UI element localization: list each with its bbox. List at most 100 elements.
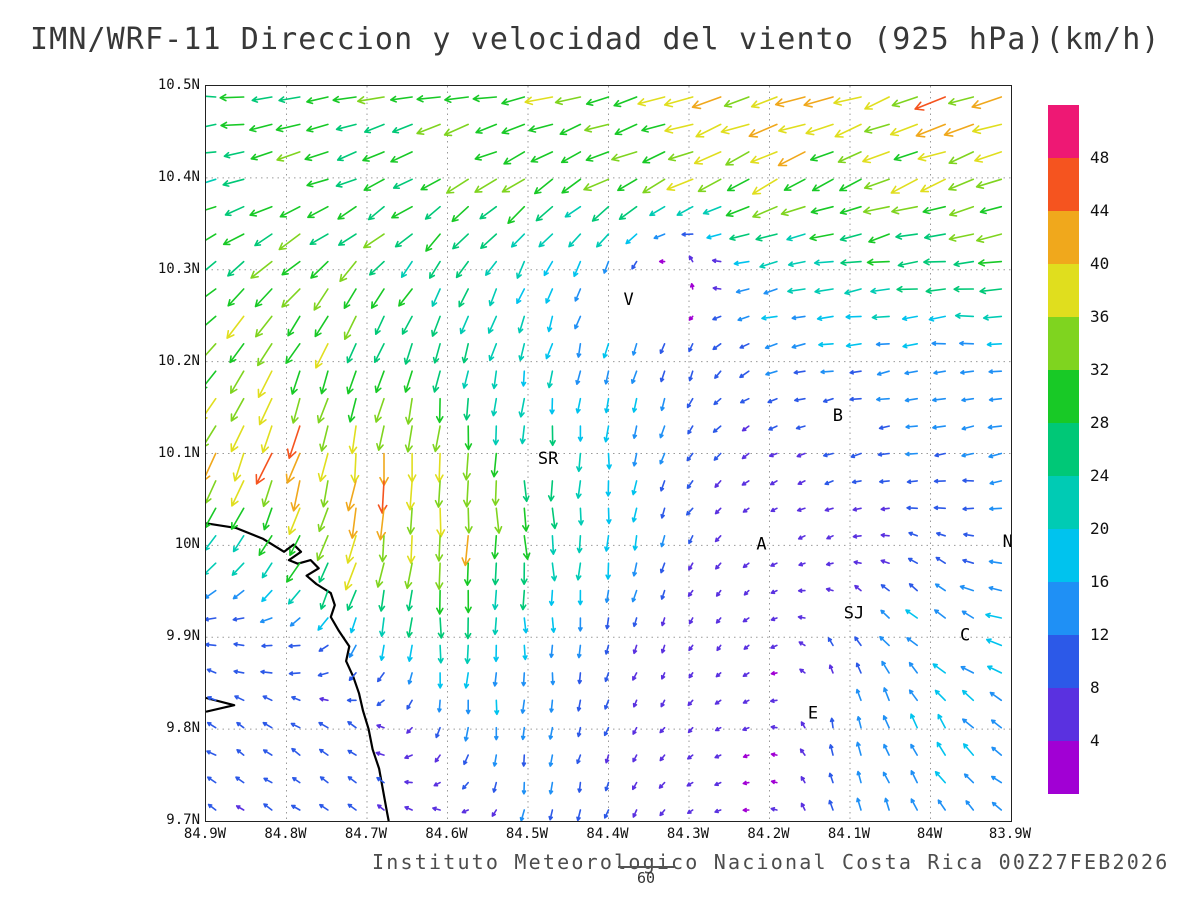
- wind-arrow: [631, 480, 638, 496]
- wind-arrow: [862, 205, 890, 215]
- colorbar-tick-label: 16: [1090, 572, 1110, 591]
- wind-arrow: [890, 178, 918, 194]
- wind-arrow: [524, 96, 554, 106]
- wind-arrow: [688, 562, 694, 571]
- wind-arrow: [261, 589, 273, 603]
- wind-arrow: [768, 425, 778, 431]
- wind-arrow: [687, 425, 694, 435]
- wind-arrow: [659, 754, 666, 762]
- wind-arrow: [207, 696, 217, 702]
- wind-arrow: [591, 205, 610, 222]
- wind-arrow: [904, 370, 918, 376]
- wind-arrow: [255, 452, 273, 485]
- wind-arrow: [780, 205, 806, 217]
- wind-arrow: [550, 535, 557, 555]
- wind-arrow: [851, 479, 862, 485]
- y-tick-label: 9.9N: [166, 628, 200, 645]
- wind-arrow: [937, 713, 946, 729]
- wind-arrow: [585, 151, 610, 162]
- wind-arrow: [346, 589, 357, 611]
- wind-arrow: [424, 205, 441, 220]
- wind-arrow: [959, 584, 975, 592]
- wind-arrow: [339, 260, 357, 283]
- wind-arrow: [770, 779, 778, 785]
- wind-arrow: [875, 341, 890, 347]
- wind-arrow: [632, 562, 638, 577]
- wind-arrow: [548, 781, 554, 795]
- wind-arrow: [752, 205, 778, 219]
- wind-arrow: [206, 260, 217, 274]
- wind-arrow: [576, 644, 582, 659]
- wind-arrow: [578, 507, 584, 526]
- wind-arrow: [364, 123, 385, 134]
- wind-arrow: [742, 562, 750, 569]
- wind-arrow: [686, 781, 694, 787]
- wind-arrow: [545, 343, 554, 360]
- wind-arrow: [603, 726, 610, 737]
- wind-arrow: [697, 178, 722, 193]
- wind-arrow: [425, 233, 441, 252]
- wind-arrow: [234, 695, 245, 702]
- wind-arrow: [769, 452, 778, 458]
- wind-arrow: [834, 123, 862, 138]
- wind-arrow: [437, 617, 445, 639]
- wind-arrow: [989, 480, 1003, 486]
- chart-title: IMN/WRF-11 Direccion y velocidad del vie…: [30, 22, 1161, 57]
- wind-arrow: [604, 672, 610, 683]
- wind-arrow: [206, 288, 217, 298]
- wind-arrow: [488, 343, 498, 362]
- wind-arrow: [206, 642, 217, 647]
- wind-arrow: [490, 452, 499, 478]
- colorbar-tick-label: 48: [1090, 148, 1110, 167]
- wind-arrow: [854, 636, 862, 647]
- wind-arrow: [715, 562, 722, 570]
- wind-arrow: [799, 668, 806, 674]
- wind-arrow: [908, 583, 918, 592]
- wind-arrow: [632, 397, 638, 413]
- wind-arrow: [904, 397, 918, 403]
- wind-arrow: [367, 205, 385, 221]
- wind-arrow: [935, 556, 946, 564]
- wind-arrow: [686, 507, 694, 516]
- wind-arrow: [463, 754, 469, 766]
- wind-arrow: [852, 507, 862, 512]
- wind-arrow: [290, 480, 301, 512]
- wind-arrow: [464, 644, 471, 665]
- wind-arrow: [948, 233, 975, 242]
- wind-arrow: [660, 617, 666, 627]
- wind-arrow: [461, 535, 471, 567]
- wind-arrow: [839, 205, 862, 215]
- wind-arrow: [849, 370, 862, 375]
- wind-arrow: [796, 452, 806, 458]
- wind-arrow: [932, 663, 946, 674]
- wind-arrow: [816, 315, 834, 321]
- wind-arrow: [434, 452, 444, 483]
- wind-arrow: [876, 370, 890, 376]
- wind-arrow: [934, 609, 946, 619]
- wind-arrow: [605, 480, 611, 497]
- wind-arrow: [379, 644, 385, 661]
- wind-arrow: [908, 689, 918, 702]
- wind-arrow: [406, 726, 413, 734]
- wind-arrow: [688, 343, 694, 353]
- wind-arrow: [988, 559, 1003, 565]
- wind-arrow: [783, 178, 806, 191]
- wind-arrow: [985, 612, 1003, 619]
- wind-arrow: [693, 151, 722, 165]
- wind-arrow: [363, 233, 385, 249]
- wind-arrow: [317, 617, 329, 631]
- wind-arrow: [877, 452, 890, 457]
- wind-arrow: [550, 617, 556, 633]
- wind-arrow: [455, 260, 469, 279]
- wind-arrow: [748, 123, 778, 138]
- wind-arrow: [436, 589, 444, 615]
- wind-arrow: [659, 809, 666, 817]
- wind-arrow: [687, 809, 694, 814]
- wind-arrow: [991, 746, 1003, 756]
- wind-arrow: [206, 151, 217, 154]
- wind-arrow: [314, 315, 329, 338]
- coastline: [206, 522, 390, 821]
- wind-arrow: [862, 151, 890, 164]
- wind-arrow: [798, 641, 806, 647]
- wind-arrow: [820, 369, 834, 375]
